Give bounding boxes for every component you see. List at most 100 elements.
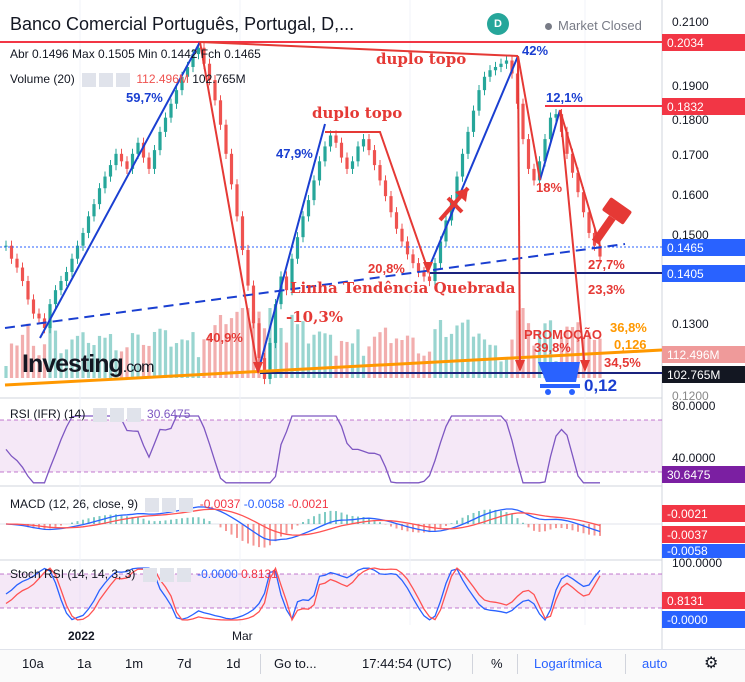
chart-title[interactable]: Banco Comercial Português, Portugal, D,.… — [10, 14, 354, 35]
market-status: Market Closed — [545, 18, 642, 33]
candle-body — [334, 135, 337, 142]
log-scale-toggle[interactable]: Logarítmica — [534, 656, 602, 671]
macd-hist-bar — [143, 519, 145, 524]
volume-bar — [202, 339, 205, 378]
close-icon[interactable] — [179, 498, 193, 512]
volume-bar — [417, 353, 420, 378]
market-status-text: Market Closed — [558, 18, 642, 33]
close-icon[interactable] — [116, 73, 130, 87]
gear-icon[interactable] — [99, 73, 113, 87]
macd-hist-bar — [346, 515, 348, 524]
range-10y-button[interactable]: 10a — [22, 656, 44, 671]
candle-body — [351, 161, 354, 169]
rsi-legend-buttons[interactable] — [93, 407, 144, 422]
candle-body — [92, 204, 95, 216]
candle-body — [219, 100, 222, 124]
range-1m-button[interactable]: 1m — [125, 656, 143, 671]
macd-hist-bar — [209, 521, 211, 524]
volume-legend-buttons[interactable] — [82, 72, 133, 87]
candle-body — [76, 246, 79, 259]
candle-body — [246, 250, 249, 286]
clock-readout[interactable]: 17:44:54 (UTC) — [362, 656, 452, 671]
candle-body — [32, 299, 35, 313]
macd-hist-bar — [269, 524, 271, 545]
annotation-linha: Linha Tendência Quebrada — [290, 279, 515, 297]
volume-bar — [15, 346, 18, 379]
macd-hist-bar — [313, 516, 315, 524]
cart-icon — [538, 362, 580, 395]
eye-icon[interactable] — [143, 568, 157, 582]
macd-legend[interactable]: MACD (12, 26, close, 9) -0.0037 -0.0058 … — [10, 497, 329, 512]
candle-body — [15, 259, 18, 268]
eye-icon[interactable] — [93, 408, 107, 422]
price-tick: 0.1800 — [672, 113, 709, 127]
gear-icon[interactable]: ⚙ — [704, 653, 718, 673]
price-tick: 0.1300 — [672, 317, 709, 331]
price-tag-last: 0.1465 — [662, 239, 745, 256]
rsi-value: 30.6475 — [147, 407, 190, 421]
candle-body — [252, 286, 255, 324]
candle-body — [70, 259, 73, 272]
stoch-d-value: 0.8131 — [241, 567, 278, 581]
volume-bar — [329, 335, 332, 378]
candle-body — [494, 67, 497, 70]
rsi-legend[interactable]: RSI (IFR) (14) 30.6475 — [10, 407, 190, 422]
candle-body — [65, 272, 68, 281]
red-swing-1 — [200, 42, 258, 370]
volume-bar — [164, 330, 167, 378]
macd-legend-buttons[interactable] — [145, 497, 196, 512]
range-1d-button[interactable]: 1d — [226, 656, 240, 671]
annotation-promocao: PROMOÇÃO — [524, 327, 602, 342]
macd-hist-bar — [539, 524, 541, 532]
macd-hist-bar — [462, 518, 464, 524]
eye-icon[interactable] — [145, 498, 159, 512]
macd-hist-bar — [566, 524, 568, 529]
volume-bar — [422, 356, 425, 378]
close-icon[interactable] — [127, 408, 141, 422]
candle-body — [158, 132, 161, 150]
volume-bar — [10, 344, 13, 378]
macd-hist-bar — [588, 524, 590, 535]
volume-bar — [169, 347, 172, 378]
range-1y-button[interactable]: 1a — [77, 656, 91, 671]
macd-hist-bar — [154, 521, 156, 524]
macd-tag: -0.0021 — [662, 505, 745, 522]
candle-body — [340, 143, 343, 158]
stoch-tag: -0.0000 — [662, 611, 745, 628]
candle-body — [329, 135, 332, 146]
annotation-pct: 20,8% — [368, 261, 405, 276]
macd-hist-bar — [407, 524, 409, 531]
price-tag-0.1405: 0.1405 — [662, 265, 745, 282]
stoch-legend-buttons[interactable] — [143, 567, 194, 582]
percent-toggle[interactable]: % — [491, 656, 503, 671]
auto-scale-toggle[interactable]: auto — [642, 656, 667, 671]
annotation-pct: 42% — [522, 43, 548, 58]
volume-bar — [428, 352, 431, 378]
status-dot-icon — [545, 23, 552, 30]
interval-badge[interactable]: D — [487, 13, 509, 35]
candle-body — [367, 139, 370, 150]
candle-body — [125, 161, 128, 169]
annotation-pct: 23,3% — [588, 282, 625, 297]
macd-hist-bar — [423, 524, 425, 533]
candle-body — [384, 180, 387, 196]
volume-legend[interactable]: Volume (20) 112.496M 102.765M — [10, 72, 246, 87]
eye-icon[interactable] — [82, 73, 96, 87]
goto-button[interactable]: Go to... — [274, 656, 317, 671]
macd-hist-bar — [379, 522, 381, 524]
macd-hist-bar — [489, 509, 491, 524]
macd-hist-bar — [60, 524, 62, 526]
annotation-pct: 12,1% — [546, 90, 583, 105]
gear-icon[interactable] — [110, 408, 124, 422]
macd-hist-bar — [192, 517, 194, 524]
gear-icon[interactable] — [162, 498, 176, 512]
annotation-pct: 18% — [536, 180, 562, 195]
close-icon[interactable] — [177, 568, 191, 582]
candle-body — [26, 281, 29, 299]
gear-icon[interactable] — [160, 568, 174, 582]
candle-body — [230, 154, 233, 184]
stoch-legend[interactable]: Stoch RSI (14, 14, 3, 3) -0.0000 0.8131 — [10, 567, 278, 582]
candle-body — [477, 90, 480, 111]
macd-hist-bar — [187, 518, 189, 524]
range-7d-button[interactable]: 7d — [177, 656, 191, 671]
